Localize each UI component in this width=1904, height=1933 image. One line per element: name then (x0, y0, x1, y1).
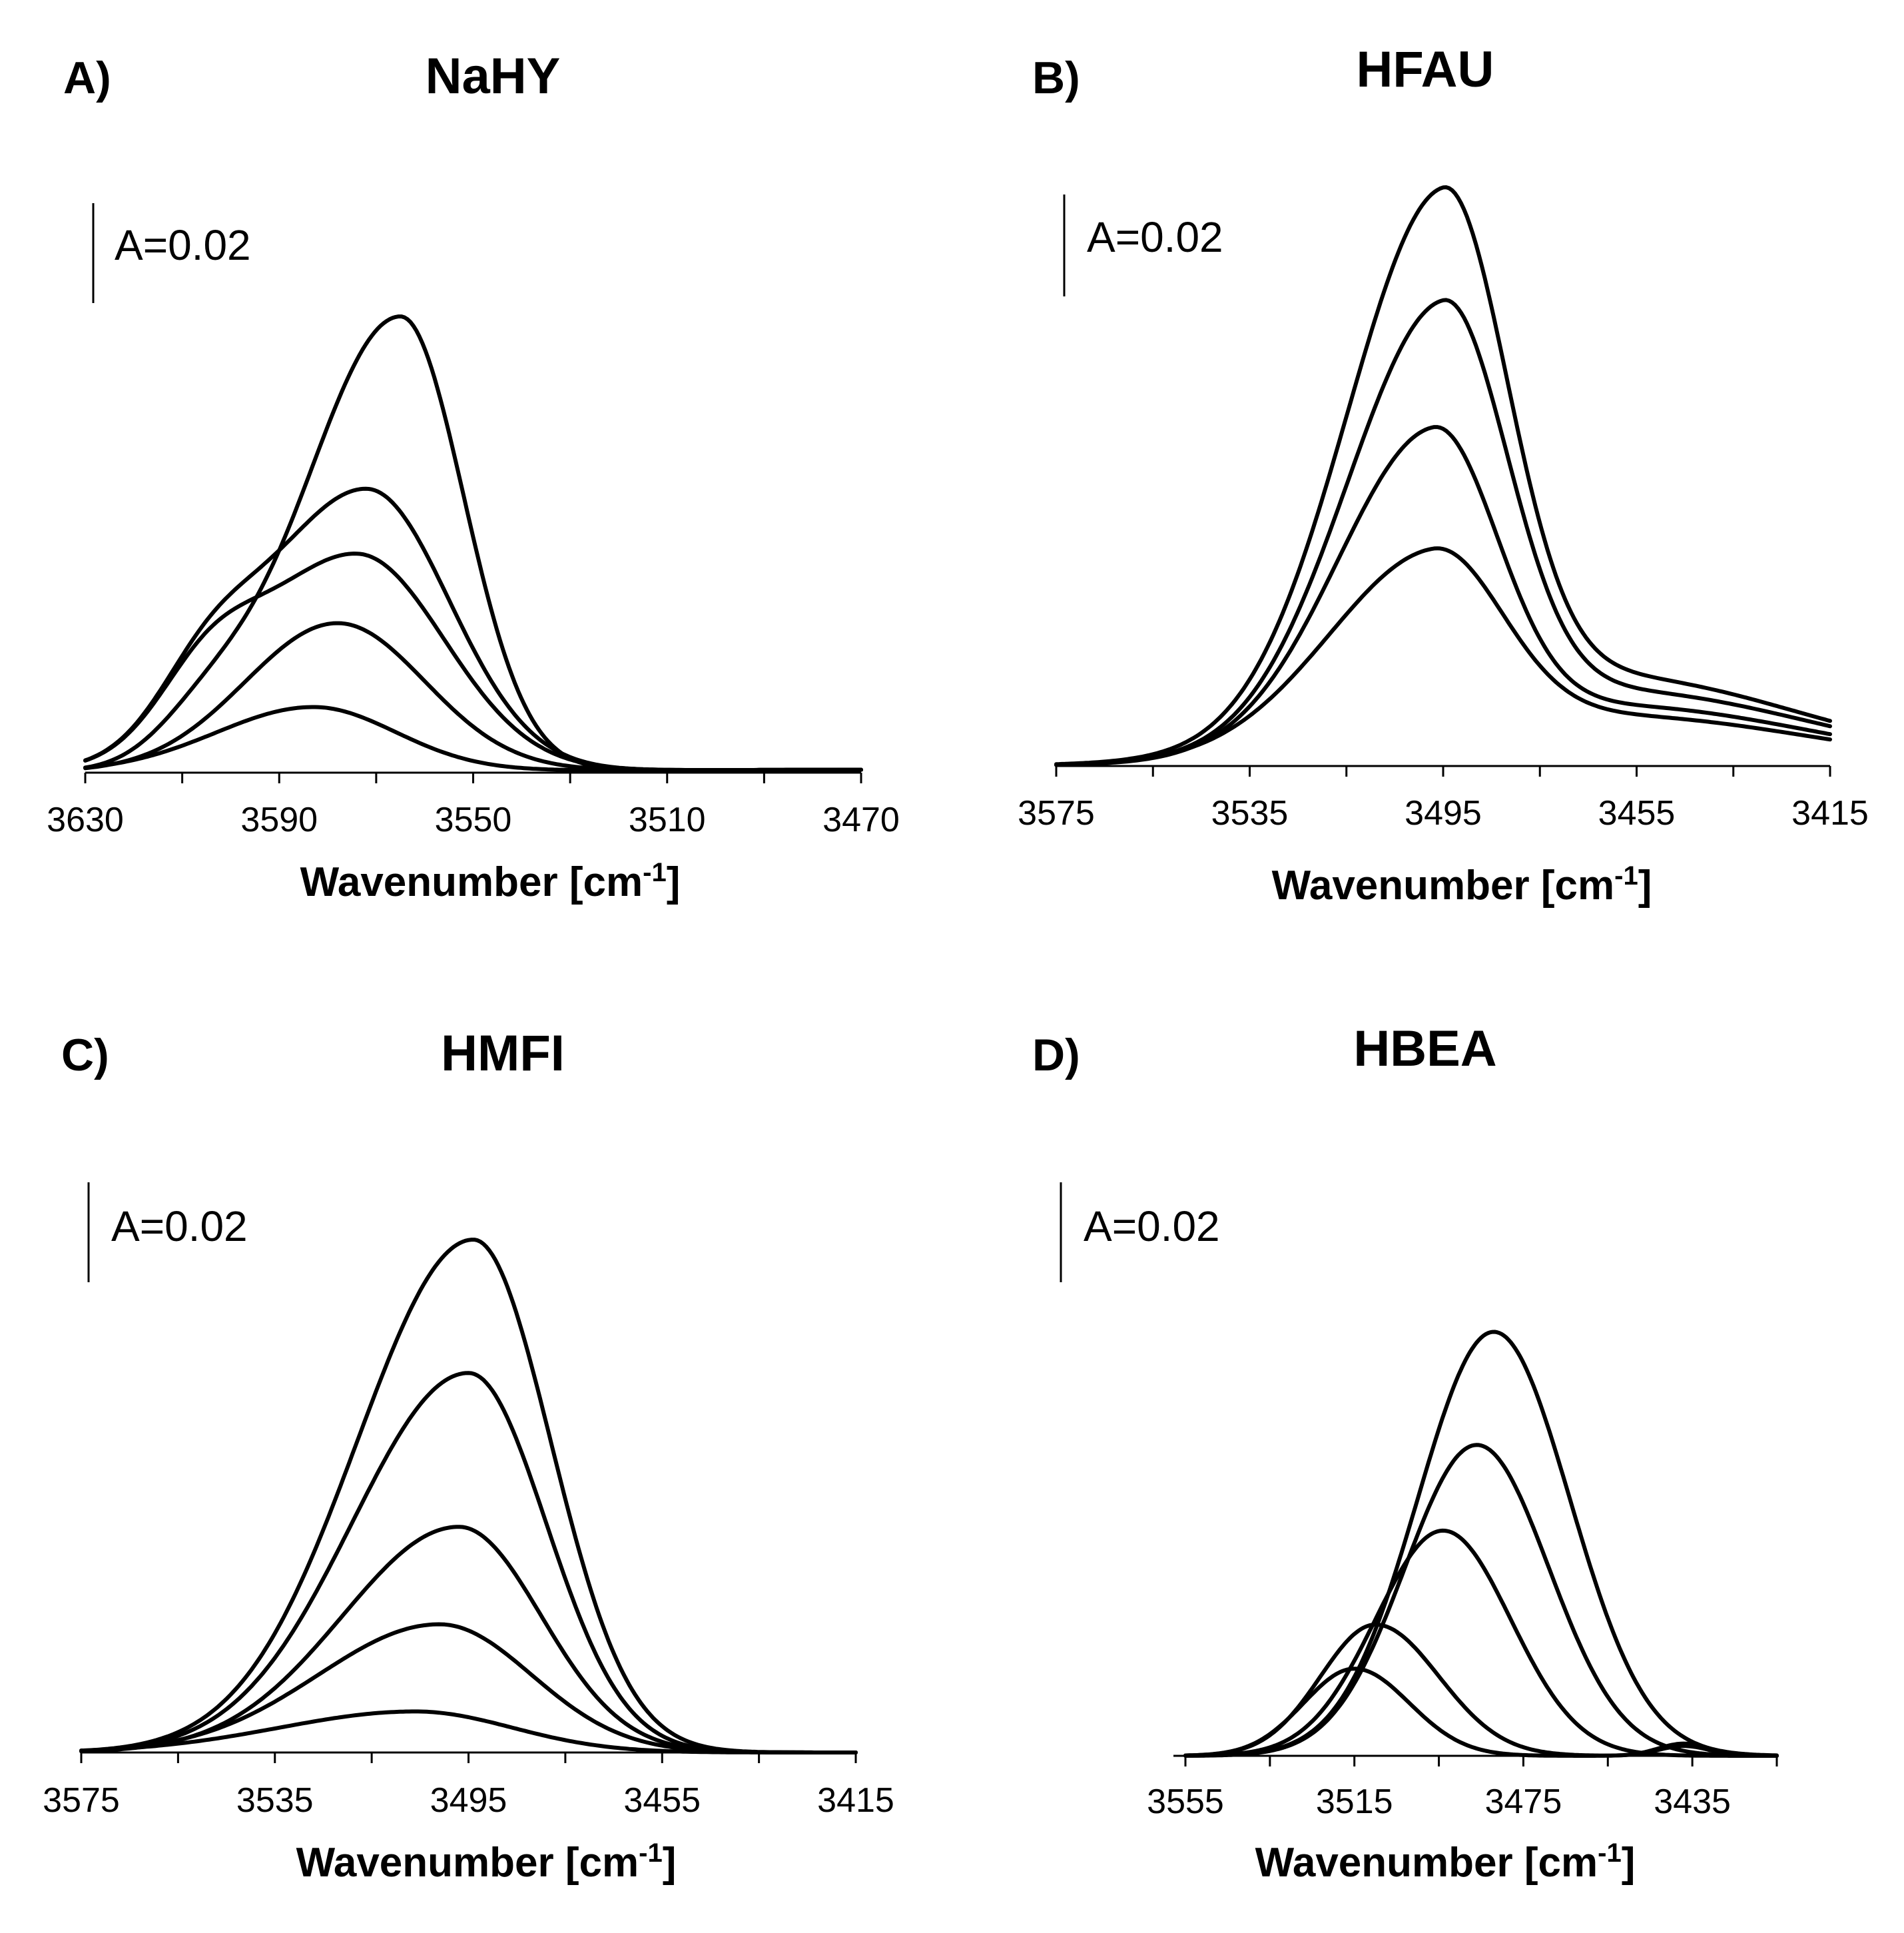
x-axis-label: Wavenumber [cm-1] (1255, 1838, 1636, 1886)
series-line-3 (1054, 425, 1832, 767)
scale-label: A=0.02 (1087, 213, 1223, 261)
series-line-1 (83, 314, 863, 773)
x-axis-label-close: ] (663, 1840, 677, 1886)
x-tick-label: 3630 (47, 801, 124, 839)
x-tick-label: 3590 (240, 801, 318, 839)
x-axis-label-main: Wavenumber [cm (296, 1840, 639, 1886)
panel-letter: B) (1032, 53, 1080, 103)
x-tick-label: 3510 (629, 801, 706, 839)
panel-hfau: B) HFAU A=0.02 3575 3535 3495 3455 3415 Wave… (1018, 41, 1869, 909)
chart-title: NaHY (426, 48, 561, 105)
x-tick-label: 3575 (43, 1781, 120, 1820)
x-tick-label: 3575 (1018, 794, 1095, 833)
x-tick-label: 3470 (822, 801, 900, 839)
panel-hbea: D) HBEA A=0.02 3555 3515 3475 3435 Wavenumb… (1032, 1020, 1779, 1886)
x-tick-label: 3415 (1791, 794, 1869, 833)
panel-nahy: A) NaHY A=0.02 3630 3590 3550 3510 3470 Wave… (47, 48, 900, 905)
panel-letter: D) (1032, 1030, 1080, 1080)
x-axis-label-sup: -1 (643, 858, 667, 887)
panel-letter: C) (61, 1030, 109, 1080)
x-tick-labels: 3555 3515 3475 3435 (1147, 1782, 1731, 1821)
x-axis-label: Wavenumber [cm-1] (1272, 861, 1652, 909)
x-tick-label: 3415 (817, 1781, 894, 1820)
x-tick-label: 3435 (1654, 1782, 1731, 1821)
x-tick-label: 3475 (1485, 1782, 1562, 1821)
scale-label: A=0.02 (115, 221, 251, 269)
x-axis-label-main: Wavenumber [cm (300, 859, 643, 905)
chart-title: HBEA (1353, 1020, 1496, 1077)
x-tick-label: 3495 (430, 1781, 507, 1820)
series-line-4 (79, 1622, 858, 1754)
x-tick-labels: 3630 3590 3550 3510 3470 (47, 801, 900, 839)
x-tick-labels: 3575 3535 3495 3455 3415 (43, 1781, 894, 1820)
x-tick-label: 3455 (1598, 794, 1676, 833)
x-tick-label: 3515 (1316, 1782, 1393, 1821)
series-line-5 (79, 1709, 858, 1754)
series-line-1 (79, 1238, 858, 1754)
x-ticks (80, 1752, 857, 1763)
x-tick-label: 3535 (1211, 794, 1289, 833)
series-line-4 (1054, 546, 1832, 767)
chart-title: HMFI (441, 1025, 565, 1082)
x-axis-label: Wavenumber [cm-1] (296, 1838, 677, 1886)
panel-letter: A) (63, 53, 111, 103)
x-axis-label-close: ] (667, 859, 681, 905)
series-line-5 (83, 705, 863, 773)
x-tick-label: 3550 (435, 801, 512, 839)
x-axis-label-main: Wavenumber [cm (1255, 1840, 1598, 1886)
series-line-2 (79, 1371, 858, 1754)
x-axis-label-close: ] (1622, 1840, 1636, 1886)
x-axis-label-sup: -1 (1598, 1838, 1622, 1868)
x-axis-label-sup: -1 (639, 1838, 663, 1868)
scale-label: A=0.02 (1084, 1202, 1220, 1250)
series-group (83, 314, 863, 773)
x-axis-label: Wavenumber [cm-1] (300, 858, 681, 905)
x-ticks (84, 773, 862, 783)
x-ticks (1055, 766, 1831, 777)
x-tick-label: 3455 (623, 1781, 701, 1820)
panel-hmfi: C) HMFI A=0.02 3575 3535 3495 3455 3415 Wave… (43, 1025, 894, 1886)
series-line-2 (1183, 1443, 1779, 1758)
series-group (1183, 1330, 1779, 1758)
x-axis-label-sup: -1 (1614, 861, 1638, 891)
series-line-2 (1054, 298, 1832, 767)
series-line-3 (1183, 1528, 1779, 1758)
series-line-1 (1054, 185, 1832, 767)
x-tick-labels: 3575 3535 3495 3455 3415 (1018, 794, 1869, 833)
series-line-4 (1183, 1623, 1779, 1758)
series-line-5 (1183, 1667, 1779, 1758)
x-tick-label: 3535 (236, 1781, 314, 1820)
x-tick-label: 3495 (1405, 794, 1482, 833)
series-group (1054, 185, 1832, 767)
scale-label: A=0.02 (111, 1202, 248, 1250)
series-line-1 (1183, 1330, 1779, 1758)
x-axis-label-main: Wavenumber [cm (1272, 863, 1615, 909)
x-axis-label-close: ] (1638, 863, 1652, 909)
series-group (79, 1238, 858, 1754)
x-tick-label: 3555 (1147, 1782, 1224, 1821)
chart-title: HFAU (1357, 41, 1494, 98)
